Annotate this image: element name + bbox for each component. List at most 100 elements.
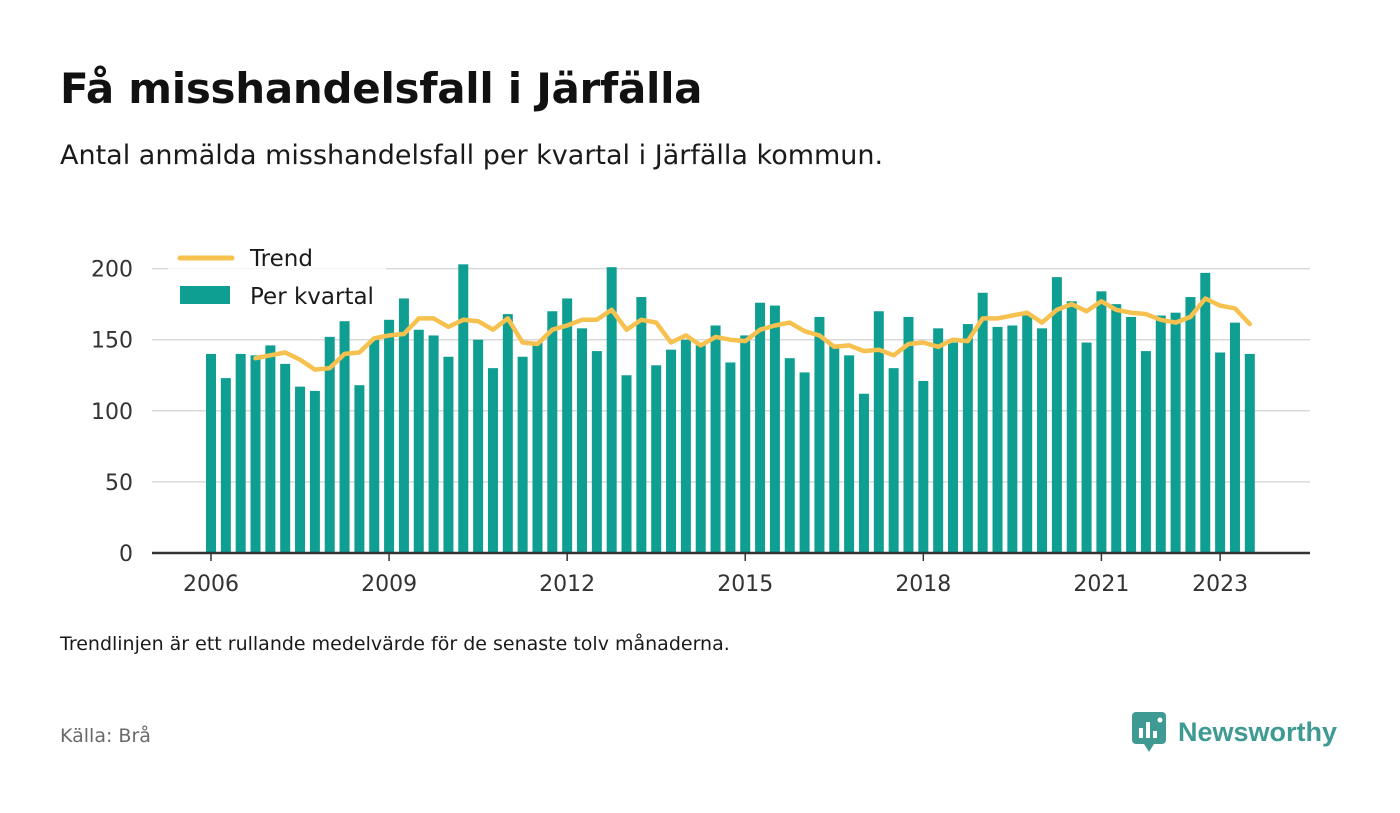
bar: [962, 324, 973, 553]
newsworthy-logo-icon: [1132, 712, 1166, 752]
bar: [532, 342, 543, 553]
bar: [799, 372, 810, 553]
legend: Trend Per kvartal: [168, 236, 386, 318]
bar: [295, 386, 306, 553]
bar: [755, 302, 766, 553]
bar: [1066, 301, 1077, 553]
bar: [1051, 277, 1062, 553]
bar: [369, 339, 380, 553]
legend-bar-label: Per kvartal: [250, 284, 374, 310]
bar: [1185, 297, 1196, 553]
bar: [918, 380, 929, 553]
bar: [1111, 304, 1122, 553]
bar: [428, 335, 439, 553]
y-tick-label: 50: [105, 471, 133, 496]
bar: [1037, 328, 1048, 553]
y-tick-label: 150: [91, 329, 133, 354]
bar: [1215, 352, 1226, 553]
bar: [206, 353, 216, 553]
bar: [725, 362, 736, 553]
bar: [235, 353, 246, 553]
bar: [487, 368, 498, 553]
bar: [814, 316, 825, 553]
bar: [502, 314, 513, 553]
trend-series: [253, 296, 1253, 372]
x-tick-label: 2018: [895, 572, 951, 597]
bar: [1007, 325, 1018, 553]
bar: [220, 378, 231, 553]
bar: [621, 375, 632, 553]
bar: [1081, 342, 1092, 553]
quarterly-assault-chart: 0 50 100 150 200 2006 2009 2012 2015 2018 2021 202…: [91, 236, 1310, 597]
bar: [473, 339, 484, 553]
bar: [695, 345, 706, 553]
bar: [265, 345, 276, 553]
bar: [1244, 353, 1255, 553]
bar: [651, 365, 662, 553]
bar: [339, 321, 350, 553]
y-axis-ticks: 0 50 100 150 200: [91, 258, 133, 567]
bar: [280, 363, 291, 553]
x-tick-label: 2012: [539, 572, 595, 597]
bar: [636, 297, 647, 553]
bar: [606, 267, 617, 553]
bar: [413, 329, 424, 553]
bar: [1200, 272, 1211, 553]
bar: [933, 328, 944, 553]
bar: [680, 339, 691, 553]
bar: [858, 393, 869, 553]
trend-line: [253, 296, 1253, 372]
bar: [562, 298, 573, 553]
bar: [829, 345, 840, 553]
bar: [1022, 315, 1033, 553]
bar: [354, 385, 365, 553]
x-tick-label: 2006: [183, 572, 239, 597]
bar: [1229, 322, 1240, 553]
bar: [250, 355, 261, 553]
newsworthy-logo-text: Newsworthy: [1178, 716, 1338, 747]
bar: [1155, 315, 1166, 553]
bar: [873, 311, 884, 553]
legend-background: [168, 236, 386, 318]
chart-title: Få misshandelsfall i Järfälla: [60, 64, 703, 113]
x-tick-label: 2009: [361, 572, 417, 597]
bar: [517, 356, 528, 553]
bar: [591, 351, 602, 553]
bar: [398, 298, 409, 553]
bar: [577, 328, 587, 553]
bar: [1140, 351, 1151, 553]
x-axis: 2006 2009 2012 2015 2018 2021 2023: [152, 551, 1310, 597]
bar: [324, 336, 335, 553]
bar: [948, 342, 958, 553]
bar: [309, 390, 320, 553]
bar: [784, 358, 795, 553]
source-label: Källa: Brå: [60, 725, 151, 747]
bar: [458, 264, 469, 553]
x-tick-label: 2023: [1192, 572, 1248, 597]
bar: [666, 349, 677, 553]
bar: [888, 368, 899, 553]
bar: [740, 335, 751, 553]
bar: [547, 311, 558, 553]
bar: [903, 316, 914, 553]
bar: [992, 326, 1003, 553]
chart-subtitle: Antal anmälda misshandelsfall per kvarta…: [60, 140, 884, 171]
newsworthy-logo: Newsworthy: [1132, 712, 1337, 752]
bar: [443, 356, 454, 553]
x-tick-label: 2021: [1073, 572, 1129, 597]
bar: [710, 325, 721, 553]
y-tick-label: 200: [91, 258, 133, 283]
bar: [844, 355, 855, 553]
bar: [1170, 312, 1181, 553]
legend-bar-swatch: [180, 286, 230, 304]
bar-series: [206, 264, 1255, 553]
x-tick-label: 2015: [717, 572, 773, 597]
bar: [977, 292, 988, 553]
bar: [384, 319, 395, 553]
bar: [1126, 316, 1137, 553]
bar: [1096, 291, 1107, 553]
bar: [769, 305, 780, 553]
y-tick-label: 0: [119, 542, 133, 567]
y-tick-label: 100: [91, 400, 133, 425]
legend-trend-label: Trend: [249, 246, 313, 272]
